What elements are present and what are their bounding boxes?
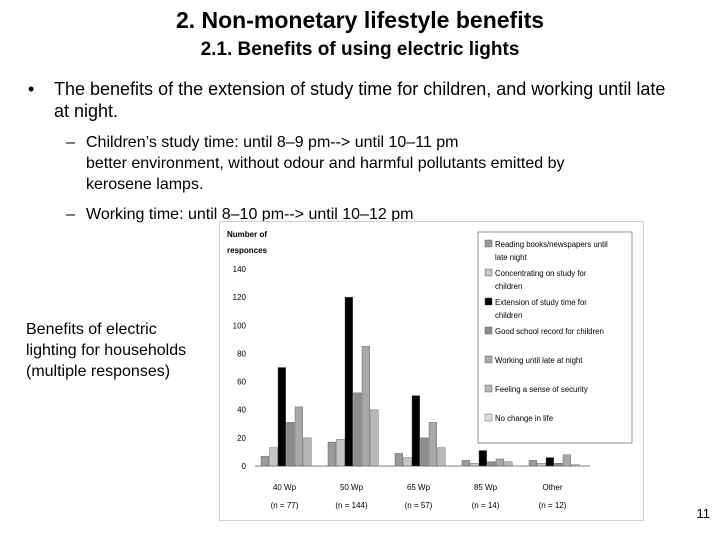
legend-swatch	[484, 326, 493, 335]
bar	[327, 441, 336, 467]
legend-box	[477, 231, 633, 444]
y-tick-label: 80	[237, 349, 246, 358]
x-tick-sample-size: (n = 57)	[405, 501, 433, 510]
bar	[260, 455, 269, 467]
legend-label: Feeling a sense of security	[495, 385, 588, 394]
bar	[286, 422, 295, 467]
x-tick-label: 40 Wp	[273, 483, 297, 492]
bar	[269, 447, 278, 467]
slide-subtitle: 2.1. Benefits of using electric lights	[200, 39, 520, 60]
y-axis-title: responces	[227, 246, 268, 255]
bar	[370, 409, 379, 467]
x-tick-label: Other	[542, 483, 562, 492]
bar	[461, 460, 470, 467]
dash-marker: –	[66, 206, 75, 223]
legend-label: children	[495, 311, 522, 320]
bullet-text: The benefits of the extension of study t…	[54, 79, 666, 121]
bar	[528, 460, 537, 467]
bar	[495, 458, 504, 467]
legend-swatch	[484, 268, 493, 277]
bar	[403, 457, 412, 467]
bullet-marker: •	[28, 79, 35, 99]
y-tick-label: 120	[233, 293, 247, 302]
sub-bullet-text: Children’s study time: until 8–9 pm--> u…	[86, 134, 459, 151]
bar	[470, 462, 479, 467]
bar	[303, 437, 312, 467]
x-tick-sample-size: (n = 14)	[472, 501, 500, 510]
x-tick-sample-size: (n = 77)	[271, 501, 299, 510]
bar	[487, 461, 496, 467]
legend-label: No change in life	[495, 414, 553, 423]
bar	[562, 454, 571, 467]
page-number: 11	[696, 506, 711, 521]
y-tick-label: 140	[233, 265, 247, 274]
sub-bullet-text: Working time: until 8–10 pm--> until 10–…	[86, 206, 414, 223]
bar	[411, 395, 420, 467]
bar-chart: Number of responces 0 20 40 60 80 100 120 140 40 W…	[219, 221, 644, 521]
x-tick-sample-size: (n = 144)	[335, 501, 368, 510]
bar	[545, 457, 554, 467]
bar	[554, 462, 563, 467]
caption-line: lighting for households	[26, 342, 187, 359]
bar	[428, 422, 437, 467]
chart-canvas: Number of responces 0 20 40 60 80 100 120 140 40 W…	[227, 230, 633, 510]
dash-marker: –	[66, 134, 75, 151]
legend-label: Concentrating on study for	[495, 269, 587, 278]
y-axis-title: Number of	[227, 230, 267, 239]
bar	[344, 296, 353, 467]
legend-label: Good school record for children	[495, 327, 604, 336]
legend-label: children	[495, 282, 522, 291]
bar	[361, 346, 370, 467]
bar	[437, 447, 446, 467]
y-tick-label: 0	[242, 462, 247, 471]
legend-label: Reading books/newspapers until	[495, 240, 608, 249]
legend-label: Working until late at night	[495, 356, 583, 365]
y-tick-label: 20	[237, 434, 246, 443]
sub-bullet-continuation: better environment, without odour and ha…	[86, 155, 565, 172]
bar	[353, 392, 362, 467]
x-tick-label: 85 Wp	[474, 483, 498, 492]
bar	[537, 462, 546, 467]
bar	[336, 439, 345, 467]
y-tick-label: 40	[237, 406, 246, 415]
legend-swatch	[484, 384, 493, 393]
caption-line: Benefits of electric	[26, 321, 157, 338]
caption-line: (multiple responses)	[26, 363, 171, 380]
x-tick-label: 50 Wp	[340, 483, 364, 492]
bar	[504, 461, 513, 467]
y-tick-label: 100	[233, 321, 247, 330]
legend-swatch	[484, 297, 493, 306]
legend-swatch	[484, 239, 493, 248]
bar	[571, 464, 580, 467]
chart-caption: Benefits of electric lighting for househ…	[26, 319, 216, 382]
bar	[478, 450, 487, 467]
legend-swatch	[484, 413, 493, 422]
bar	[277, 367, 286, 467]
x-tick-label: 65 Wp	[407, 483, 431, 492]
bar	[394, 453, 403, 467]
bar	[420, 437, 429, 467]
legend-swatch	[484, 355, 493, 364]
y-tick-label: 60	[237, 378, 246, 387]
bar	[294, 406, 303, 467]
slide-title: 2. Non-monetary lifestyle benefits	[175, 7, 545, 33]
legend-label: Extension of study time for	[495, 298, 587, 307]
sub-bullet-continuation: kerosene lamps.	[86, 176, 204, 193]
legend-label: late night	[495, 253, 527, 262]
x-tick-sample-size: (n = 12)	[539, 501, 567, 510]
